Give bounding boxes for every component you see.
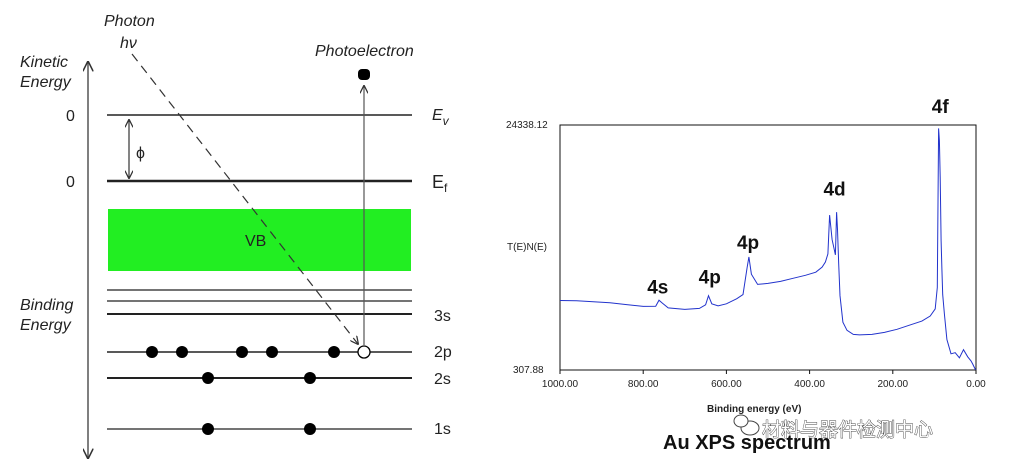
wechat-icon <box>733 414 760 436</box>
x-tick-label: 0.00 <box>966 379 986 390</box>
watermark-text: 材料与器件检测中心 <box>762 419 933 441</box>
peak-label-4p: 4p <box>737 233 759 254</box>
photon-path <box>131 53 358 344</box>
kinetic-energy-label-line2: Energy <box>20 74 72 91</box>
peak-label-4s: 4s <box>647 278 668 299</box>
electron-2p-2 <box>176 346 188 358</box>
valence-band <box>108 209 411 271</box>
electron-1s-1 <box>202 423 214 435</box>
y-axis-label: T(E)N(E) <box>507 242 547 253</box>
peak-label-4p: 4p <box>699 267 721 288</box>
x-axis-label: Binding energy (eV) <box>707 404 801 415</box>
work-function-symbol: ϕ <box>136 145 145 162</box>
x-ticks: 1000.00 800.00 600.00 400.00 200.00 0.00 <box>542 370 986 390</box>
photon-label: Photon <box>104 13 155 30</box>
electron-2p-5 <box>328 346 340 358</box>
electron-2p-4 <box>266 346 278 358</box>
level-3s-label: 3s <box>434 308 451 325</box>
binding-energy-label-line1: Binding <box>20 297 73 314</box>
zero-label-fermi: 0 <box>66 174 75 191</box>
vacancy-2p <box>357 345 371 359</box>
photoelectron-label: Photoelectron <box>315 43 414 60</box>
chart-title: Au XPS spectrum <box>663 432 831 454</box>
level-2s-label: 2s <box>434 371 451 388</box>
kinetic-energy-label-line1: Kinetic <box>20 54 68 71</box>
x-tick-label: 800.00 <box>628 379 659 390</box>
vacuum-level-label: Ev <box>432 107 450 128</box>
x-tick-label: 400.00 <box>794 379 825 390</box>
photon-symbol: hν <box>120 35 137 52</box>
valence-band-label: VB <box>245 233 266 250</box>
spectrum-line <box>559 128 977 371</box>
electron-2s-2 <box>304 372 316 384</box>
electron-1s-2 <box>304 423 316 435</box>
peak-label-4f: 4f <box>932 97 950 118</box>
x-tick-label: 200.00 <box>878 379 909 390</box>
xps-chart: 1000.00 800.00 600.00 400.00 200.00 0.00 2433… <box>506 97 986 454</box>
binding-energy-label-line2: Energy <box>20 317 72 334</box>
peak-annotations: 4s 4p 4p 4d 4f <box>647 97 949 298</box>
level-2p-label: 2p <box>434 344 452 361</box>
y-bottom-tick-label: 307.88 <box>513 365 544 376</box>
y-top-tick-label: 24338.12 <box>506 120 548 131</box>
x-tick-label: 600.00 <box>711 379 742 390</box>
level-1s-label: 1s <box>434 421 451 438</box>
watermark: 材料与器件检测中心 <box>733 414 933 441</box>
peak-label-4d: 4d <box>823 180 845 201</box>
photoelectron-particle <box>358 69 370 80</box>
x-tick-label: 1000.00 <box>542 379 579 390</box>
fermi-level-label: Ef <box>432 172 448 195</box>
zero-label-vacuum: 0 <box>66 108 75 125</box>
electron-2p-1 <box>146 346 158 358</box>
electron-2s-1 <box>202 372 214 384</box>
plot-frame <box>559 124 977 371</box>
energy-level-diagram: Kinetic Energy Binding Energy 0 0 Ev ϕ E… <box>20 13 452 458</box>
electron-2p-3 <box>236 346 248 358</box>
